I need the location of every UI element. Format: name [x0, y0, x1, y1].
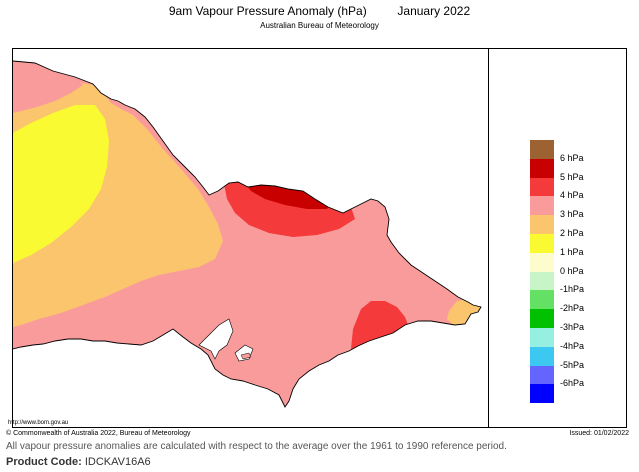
chart-subtitle: Australian Bureau of Meteorology	[260, 21, 379, 30]
legend-label: -4hPa	[560, 340, 585, 351]
legend-swatch	[530, 158, 554, 178]
legend-label: -6hPa	[560, 378, 585, 389]
issued-date: Issued: 01/02/2022	[569, 430, 629, 437]
legend-label: 4 hPa	[560, 190, 584, 201]
victoria-outline	[13, 60, 482, 408]
phillip-island	[240, 352, 252, 360]
legend-label: 0 hPa	[560, 265, 584, 276]
legend-label: 6 hPa	[560, 152, 584, 163]
legend-swatch	[530, 196, 554, 216]
copyright-text: © Commonwealth of Australia 2022, Bureau…	[6, 430, 191, 437]
legend-swatch	[530, 309, 554, 329]
legend-swatch	[530, 177, 554, 197]
legend-swatch	[530, 215, 554, 235]
reference-note: All vapour pressure anomalies are calcul…	[6, 441, 507, 452]
legend-label: -2hPa	[560, 303, 585, 314]
legend-swatch	[530, 328, 554, 347]
legend-swatch	[530, 290, 554, 310]
product-code-label: Product Code:	[6, 456, 82, 468]
legend-swatch	[530, 365, 554, 385]
legend-swatch	[530, 384, 554, 404]
title-month: January 2022	[397, 4, 471, 18]
legend-swatch	[530, 346, 554, 366]
legend-swatch	[530, 271, 554, 291]
legend-label: 3 hPa	[560, 209, 584, 220]
legend-label: -3hPa	[560, 322, 585, 332]
frame-divider	[488, 48, 489, 428]
legend-label: -1hPa	[560, 284, 585, 295]
victoria-anomaly-map	[13, 60, 482, 408]
legend-swatch	[530, 140, 554, 159]
anomaly-zone-3hpa-corner	[13, 61, 83, 113]
legend-swatch	[530, 234, 554, 253]
legend-swatch	[530, 252, 554, 272]
product-code: Product Code: IDCKAV16A6	[6, 456, 151, 468]
chart-title: 9am Vapour Pressure Anomaly (hPa) Januar…	[0, 4, 639, 18]
port-phillip-bay	[198, 318, 234, 360]
anomaly-zone-1hpa	[13, 105, 109, 263]
legend-label: 1 hPa	[560, 246, 584, 257]
product-code-value: IDCKAV16A6	[84, 456, 151, 468]
anomaly-zone-5hpa	[245, 183, 333, 209]
anomaly-zone-2hpa-east	[447, 299, 481, 325]
legend-label: -5hPa	[560, 359, 585, 370]
title-text: 9am Vapour Pressure Anomaly (hPa)	[168, 4, 367, 18]
source-url: http://www.bom.gov.au	[8, 420, 69, 426]
legend-label: 5 hPa	[560, 171, 584, 182]
legend-label: 2 hPa	[560, 228, 584, 238]
